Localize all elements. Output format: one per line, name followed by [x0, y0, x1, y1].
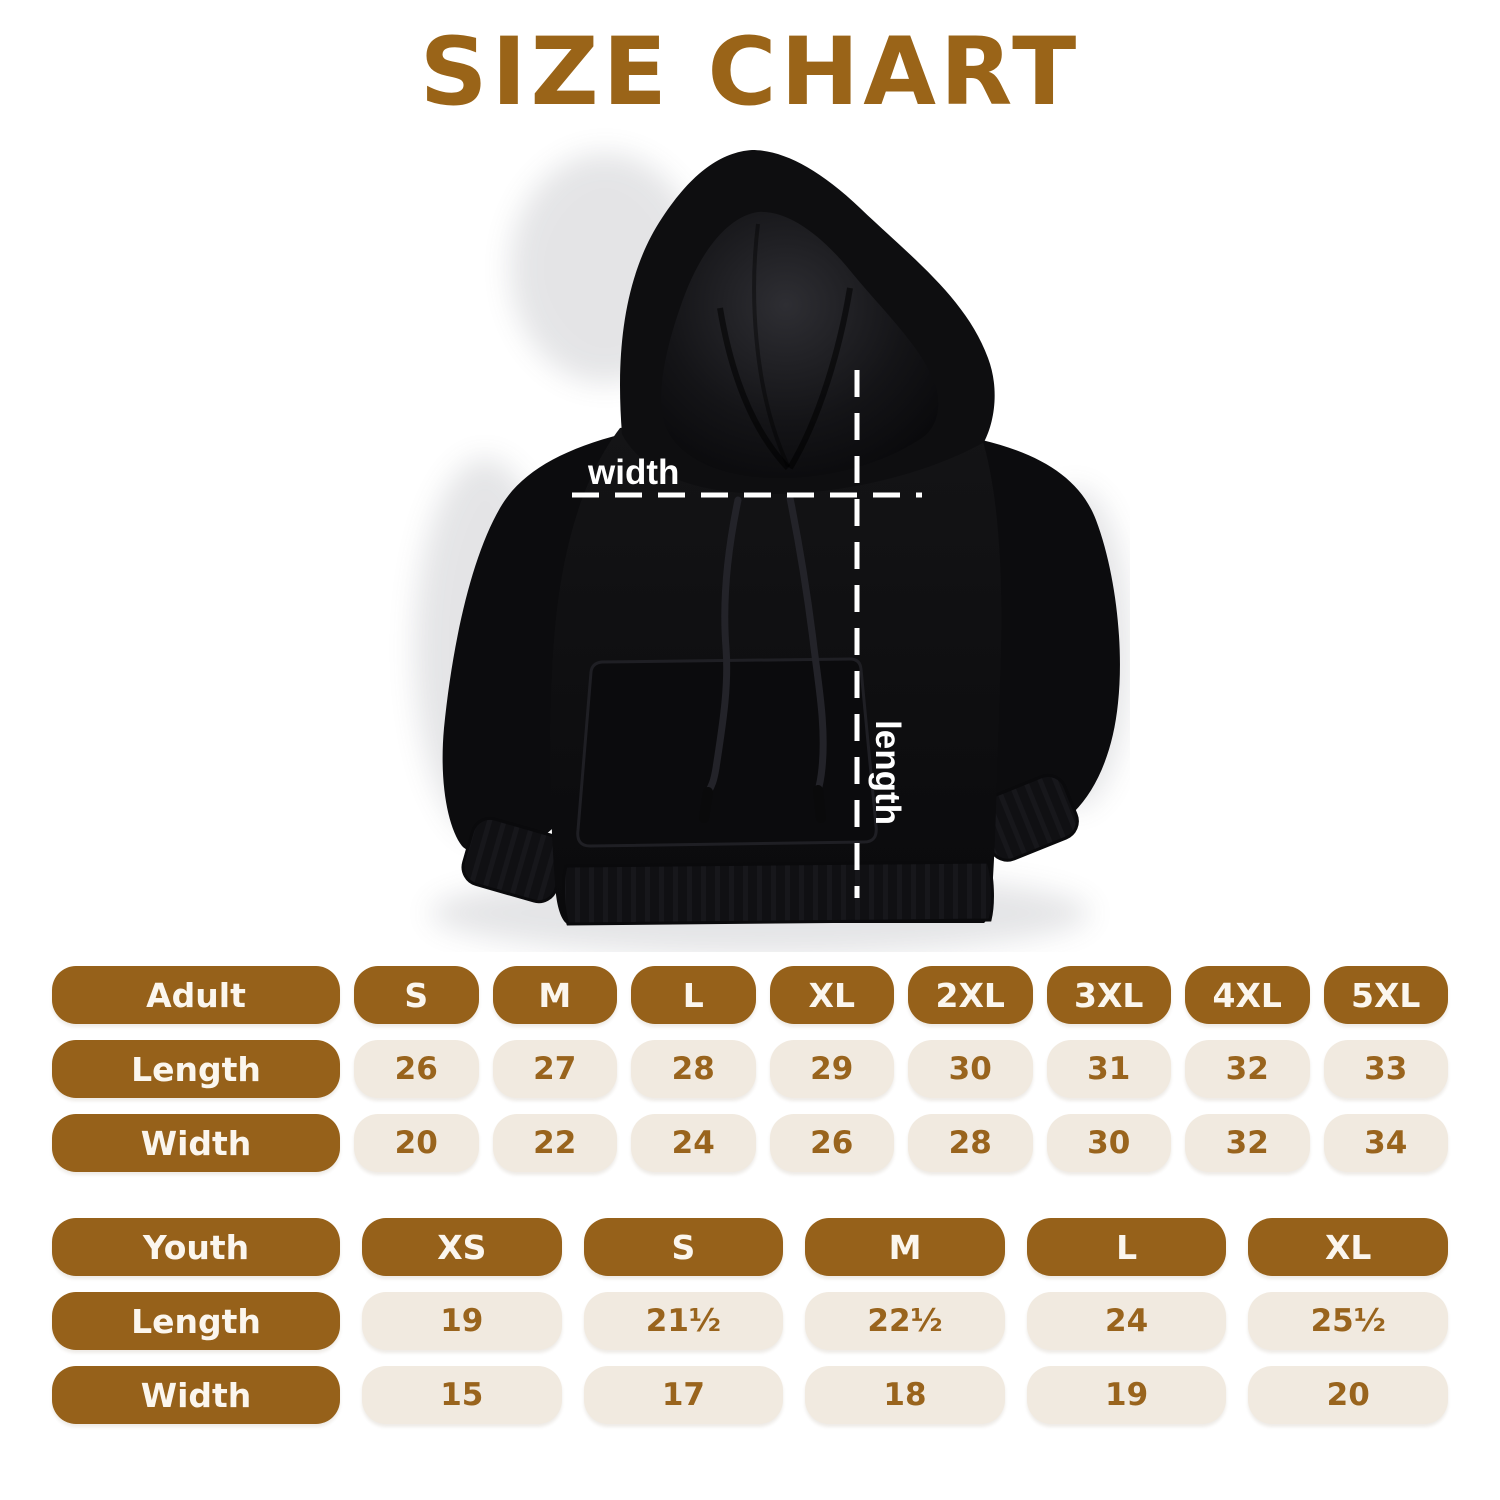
- youth-width-value: 19: [1026, 1366, 1227, 1424]
- adult-width-label: Width: [52, 1114, 340, 1172]
- youth-size-m: M: [805, 1218, 1005, 1276]
- youth-size-xs: XS: [362, 1218, 562, 1276]
- adult-size-2xl: 2XL: [908, 966, 1033, 1024]
- measurement-lines: [572, 370, 922, 898]
- hood-lining-folds: [717, 223, 853, 471]
- size-tables: Adult S M L XL 2XL 3XL 4XL 5XL Length 26…: [52, 966, 1448, 1424]
- hoodie-diagram: width length: [370, 128, 1130, 952]
- youth-length-value: 24: [1026, 1292, 1227, 1350]
- youth-length-label: Length: [52, 1292, 340, 1350]
- adult-width-value: 34: [1323, 1114, 1448, 1172]
- adult-length-value: 30: [908, 1040, 1033, 1098]
- adult-width-value: 20: [354, 1114, 479, 1172]
- adult-header-cell: Adult: [52, 966, 340, 1024]
- hoodie-hood-opening: [661, 211, 939, 479]
- adult-length-value: 31: [1046, 1040, 1171, 1098]
- youth-width-value: 20: [1248, 1366, 1448, 1424]
- length-label: length: [868, 720, 907, 825]
- adult-length-value: 26: [354, 1040, 479, 1098]
- adult-width-value: 24: [631, 1114, 756, 1172]
- adult-length-value: 27: [492, 1040, 617, 1098]
- hoodie-illustration: width length: [415, 150, 1130, 952]
- adult-size-m: M: [492, 966, 617, 1024]
- hoodie-hem: [562, 860, 994, 926]
- youth-width-label: Width: [52, 1366, 340, 1424]
- youth-size-table: Youth XS S M L XL Length 19 21½ 22½ 24 2…: [52, 1218, 1448, 1424]
- adult-size-s: S: [354, 966, 479, 1024]
- adult-size-4xl: 4XL: [1185, 966, 1310, 1024]
- youth-length-value: 21½: [583, 1292, 784, 1350]
- youth-length-value: 19: [362, 1292, 562, 1350]
- youth-length-value: 22½: [805, 1292, 1005, 1350]
- adult-width-value: 30: [1046, 1114, 1171, 1172]
- adult-width-value: 22: [492, 1114, 617, 1172]
- adult-length-value: 32: [1185, 1040, 1310, 1098]
- adult-width-value: 28: [908, 1114, 1033, 1172]
- adult-size-l: L: [631, 966, 756, 1024]
- adult-length-value: 29: [769, 1040, 894, 1098]
- adult-width-value: 26: [769, 1114, 894, 1172]
- youth-size-l: L: [1026, 1218, 1227, 1276]
- hoodie-drawstrings: [699, 494, 827, 823]
- adult-size-table: Adult S M L XL 2XL 3XL 4XL 5XL Length 26…: [52, 966, 1448, 1172]
- adult-size-5xl: 5XL: [1323, 966, 1448, 1024]
- youth-size-xl: XL: [1248, 1218, 1448, 1276]
- hoodie-pocket: [576, 657, 878, 848]
- adult-size-xl: XL: [769, 966, 894, 1024]
- adult-length-value: 33: [1323, 1040, 1448, 1098]
- page-title: SIZE CHART: [419, 18, 1081, 127]
- adult-size-3xl: 3XL: [1046, 966, 1171, 1024]
- adult-width-value: 32: [1185, 1114, 1310, 1172]
- adult-length-label: Length: [52, 1040, 340, 1098]
- youth-length-value: 25½: [1248, 1292, 1448, 1350]
- youth-size-s: S: [583, 1218, 784, 1276]
- youth-width-value: 18: [805, 1366, 1005, 1424]
- youth-width-value: 15: [362, 1366, 562, 1424]
- width-label: width: [587, 453, 679, 492]
- adult-length-value: 28: [631, 1040, 756, 1098]
- youth-width-value: 17: [583, 1366, 784, 1424]
- youth-header-cell: Youth: [52, 1218, 340, 1276]
